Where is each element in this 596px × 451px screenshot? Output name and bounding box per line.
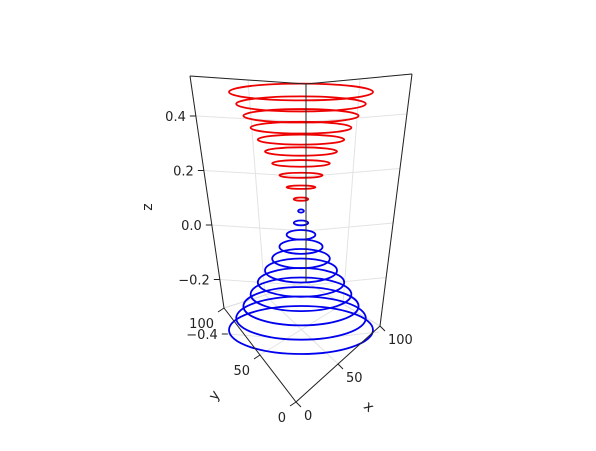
left-vertical-edge [189, 75, 225, 309]
blue-ring [242, 286, 360, 327]
red-ring [292, 196, 310, 202]
blue-ring [278, 238, 324, 255]
y-tick-label: 100 [189, 317, 214, 332]
right-vertical-edge [379, 73, 413, 327]
red-ring [242, 108, 360, 124]
z-axis-title: z [140, 203, 156, 210]
z-tick-label: 0.2 [173, 165, 194, 180]
y-tick-label: 0 [278, 411, 286, 426]
red-ring [278, 171, 324, 179]
y-tick-label: 50 [233, 364, 250, 379]
red-ring [249, 120, 353, 135]
red-ring [264, 146, 338, 157]
vertical-grid-line [247, 79, 266, 296]
vertical-grid-line [342, 78, 361, 305]
red-ring [256, 133, 346, 146]
x-tick [337, 363, 344, 370]
red-ring [285, 184, 317, 190]
z-tick-label: −0.2 [178, 274, 210, 289]
rings [228, 82, 374, 355]
y-tick [253, 354, 261, 360]
red-ring [228, 82, 374, 102]
y-tick [217, 307, 225, 313]
z-tick-label: 0.4 [165, 110, 186, 125]
y-tick [289, 401, 297, 407]
z-tick-label: −0.4 [186, 328, 218, 343]
z-grid-line [195, 113, 407, 123]
x-tick-label: 0 [304, 409, 312, 424]
x-tick-label: 100 [388, 333, 413, 348]
blue-ring [228, 305, 374, 355]
x-axis-title: x [360, 398, 377, 416]
blue-ring [297, 208, 305, 214]
y-axis-title: y [206, 388, 224, 404]
x-tick [379, 325, 386, 332]
red-ring [235, 95, 367, 113]
z-grid-line [219, 277, 386, 287]
z-tick-label: 0.0 [181, 219, 202, 234]
top-left-edge [189, 75, 307, 85]
top-right-edge [305, 73, 413, 85]
blue-ring [292, 219, 310, 227]
x-tick [295, 401, 302, 408]
x-axis-ticks: 0 50 100 [295, 325, 413, 424]
blue-ring [271, 248, 331, 270]
y-axis-ticks: 0 50 100 [189, 307, 297, 426]
z-axis-ticks: −0.4 −0.2 0.0 0.2 0.4 [165, 110, 228, 343]
red-ring [271, 159, 331, 168]
x-tick-label: 50 [346, 371, 363, 386]
blue-ring [264, 257, 338, 284]
blue-ring [249, 276, 353, 312]
blue-ring [285, 229, 317, 241]
